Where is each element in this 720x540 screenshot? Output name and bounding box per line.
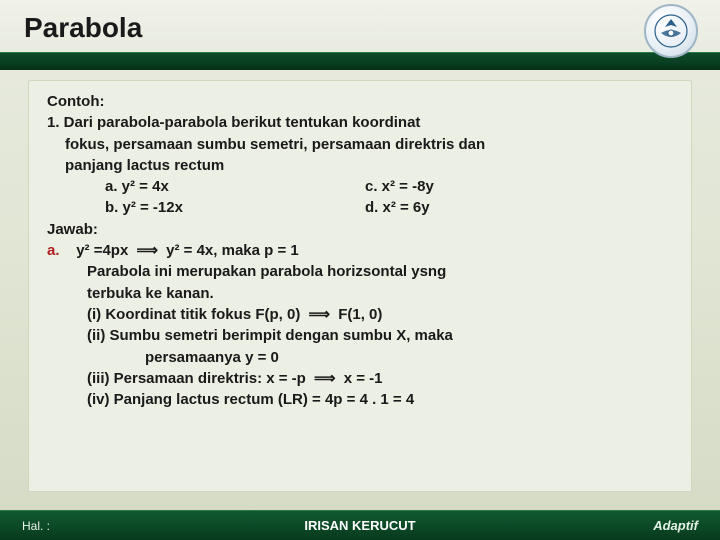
ans-ii: (ii) Sumbu semetri berimpit dengan sumbu… xyxy=(47,325,675,346)
line-q1: 1. Dari parabola-parabola berikut tentuk… xyxy=(47,112,675,133)
ans-i-a: (i) Koordinat titik fokus F(p, 0) xyxy=(87,306,300,323)
eq-row-2: b. y² = -12x d. x² = 6y xyxy=(47,197,675,218)
ans-iii: (iii) Persamaan direktris: x = -p ⟹ x = … xyxy=(47,368,675,389)
line-contoh: Contoh: xyxy=(47,91,675,112)
ans-ii-b: persamaanya y = 0 xyxy=(47,347,675,368)
ans-a-1b: y² = 4x, maka p = 1 xyxy=(166,242,299,259)
implies-icon-2: ⟹ xyxy=(309,306,331,323)
eq-c: c. x² = -8y xyxy=(365,176,434,197)
ans-a-1a: y² =4px xyxy=(76,242,132,259)
ans-iv: (iv) Panjang lactus rectum (LR) = 4p = 4… xyxy=(47,389,675,410)
footer: Hal. : IRISAN KERUCUT Adaptif xyxy=(0,510,720,540)
footer-page: Hal. : xyxy=(22,519,50,533)
ans-a-3: terbuka ke kanan. xyxy=(47,283,675,304)
line-jawab: Jawab: xyxy=(47,219,675,240)
header-accent-band xyxy=(0,52,720,70)
ans-iii-b: x = -1 xyxy=(344,370,383,387)
ans-a-2: Parabola ini merupakan parabola horizson… xyxy=(47,261,675,282)
ans-i: (i) Koordinat titik fokus F(p, 0) ⟹ F(1,… xyxy=(47,304,675,325)
ans-a-1: a. y² =4px ⟹ y² = 4x, maka p = 1 xyxy=(47,240,675,261)
tut-wuri-icon xyxy=(653,13,689,49)
page-title: Parabola xyxy=(24,12,696,44)
eq-d: d. x² = 6y xyxy=(365,197,430,218)
implies-icon-3: ⟹ xyxy=(314,370,336,387)
line-q1c: panjang lactus rectum xyxy=(47,155,675,176)
label-a: a. xyxy=(47,242,60,259)
line-q1b: fokus, persamaan sumbu semetri, persamaa… xyxy=(47,134,675,155)
ans-iii-a: (iii) Persamaan direktris: x = -p xyxy=(87,370,310,387)
implies-icon: ⟹ xyxy=(136,242,158,259)
slide: Parabola Contoh: 1. Dari parabola-parabo… xyxy=(0,0,720,540)
footer-title: IRISAN KERUCUT xyxy=(0,518,720,533)
eq-b: b. y² = -12x xyxy=(105,197,365,218)
eq-a: a. y² = 4x xyxy=(105,176,365,197)
footer-right: Adaptif xyxy=(653,518,698,533)
ans-i-b: F(1, 0) xyxy=(338,306,382,323)
logo-badge xyxy=(644,4,698,58)
eq-row-1: a. y² = 4x c. x² = -8y xyxy=(47,176,675,197)
header: Parabola xyxy=(0,0,720,70)
content-box: Contoh: 1. Dari parabola-parabola beriku… xyxy=(28,80,692,492)
